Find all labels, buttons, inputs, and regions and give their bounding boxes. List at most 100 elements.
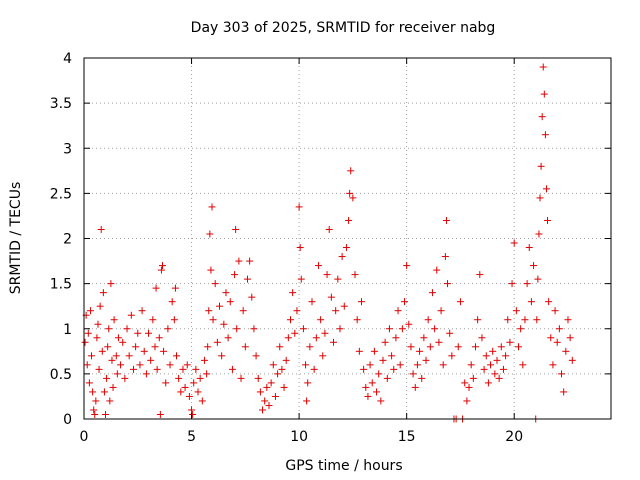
data-point (160, 347, 168, 355)
data-point (310, 365, 318, 373)
y-axis-ticks: 0 0.5 1 1.5 2 2.5 3 3.5 4 (50, 51, 611, 428)
y-tick-label: 3.5 (50, 96, 72, 112)
data-point (362, 383, 370, 391)
data-point (487, 361, 495, 369)
data-point (177, 388, 185, 396)
data-point (484, 379, 492, 387)
data-point (109, 383, 117, 391)
data-point (474, 316, 482, 324)
data-point (394, 307, 402, 315)
data-point (237, 374, 245, 382)
data-point (194, 388, 202, 396)
data-point (478, 334, 486, 342)
data-point (560, 388, 568, 396)
data-point (555, 325, 563, 333)
data-point (551, 307, 559, 315)
data-point (196, 374, 204, 382)
data-point (444, 280, 452, 288)
y-axis-label: SRMTID / TECUs (8, 182, 24, 295)
data-point (547, 334, 555, 342)
x-axis-label: GPS time / hours (285, 458, 402, 474)
data-point (334, 275, 342, 283)
data-point (151, 343, 159, 351)
data-point (403, 262, 411, 270)
data-point (190, 379, 198, 387)
data-point (92, 397, 100, 405)
data-point (392, 334, 400, 342)
data-point (97, 225, 105, 233)
y-tick-label: 2.5 (50, 186, 72, 202)
data-point (198, 397, 206, 405)
data-point (280, 383, 288, 391)
data-point (379, 356, 387, 364)
data-point (243, 275, 251, 283)
data-point (254, 374, 262, 382)
data-point (497, 343, 505, 351)
data-point (222, 289, 230, 297)
data-point (537, 162, 545, 170)
data-point (342, 244, 350, 252)
data-point (100, 388, 108, 396)
data-point (420, 334, 428, 342)
data-point (205, 307, 213, 315)
data-point (228, 365, 236, 373)
data-point (226, 298, 234, 306)
data-point (539, 63, 547, 71)
data-point (145, 329, 153, 337)
data-point (536, 194, 544, 202)
y-tick-label: 1.5 (50, 277, 72, 293)
x-tick-label: 0 (80, 429, 89, 445)
data-point (375, 370, 383, 378)
data-point (525, 244, 533, 252)
data-point (435, 338, 443, 346)
x-tick-label: 5 (187, 429, 196, 445)
data-point (265, 401, 273, 409)
data-point (149, 316, 157, 324)
data-point (91, 410, 99, 418)
data-point (267, 379, 275, 387)
data-point (108, 356, 116, 364)
data-point (446, 329, 454, 337)
data-point (306, 343, 314, 351)
data-point (566, 334, 574, 342)
data-point (233, 325, 241, 333)
data-point (286, 316, 294, 324)
data-point (499, 365, 507, 373)
data-point (302, 361, 310, 369)
data-point (512, 307, 520, 315)
data-point (250, 325, 258, 333)
data-point (117, 361, 125, 369)
data-point (241, 343, 249, 351)
data-point (168, 298, 176, 306)
data-point (147, 356, 155, 364)
data-point (200, 356, 208, 364)
data-point (293, 307, 301, 315)
data-point (442, 216, 450, 224)
y-tick-label: 0 (63, 412, 72, 428)
data-point (491, 370, 499, 378)
data-point (112, 352, 120, 360)
data-point (125, 352, 133, 360)
data-point (106, 397, 114, 405)
data-point (89, 388, 97, 396)
data-point (448, 352, 456, 360)
data-point (325, 225, 333, 233)
data-point (232, 225, 240, 233)
data-point (192, 365, 200, 373)
data-point (304, 379, 312, 387)
data-point (93, 334, 101, 342)
data-point (114, 334, 122, 342)
data-point (274, 370, 282, 378)
data-point (220, 320, 228, 328)
data-point (398, 325, 406, 333)
data-point (381, 338, 389, 346)
data-point (103, 374, 111, 382)
data-point (84, 329, 92, 337)
data-point (259, 406, 267, 414)
chart-title: Day 303 of 2025, SRMTID for receiver nab… (191, 20, 496, 36)
data-point (99, 289, 107, 297)
data-point (86, 307, 94, 315)
data-point (527, 298, 535, 306)
data-point (136, 361, 144, 369)
data-point (296, 244, 304, 252)
